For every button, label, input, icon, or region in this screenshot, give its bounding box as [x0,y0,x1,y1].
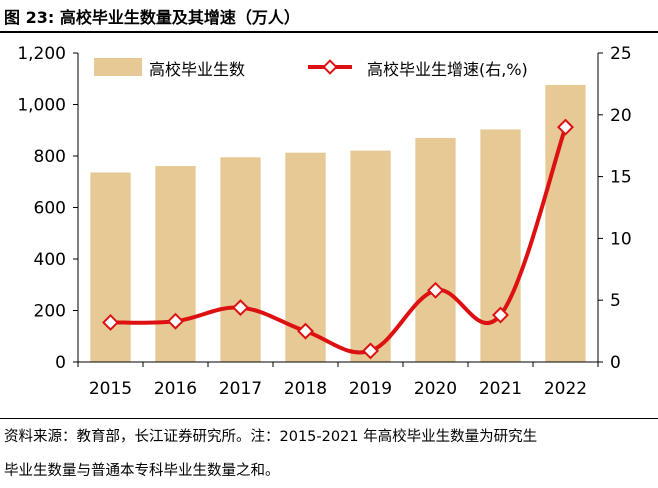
y-left-tick-label: 600 [34,199,66,219]
x-tick-label: 2015 [89,379,132,399]
bar-2015 [90,172,131,362]
growth-marker-2018 [297,322,314,340]
y-right-tick-label: 5 [610,291,621,311]
growth-marker-2022 [557,118,574,136]
bar-2019 [350,150,391,362]
line-series [102,118,574,360]
chart: 0 200 400 600 800 1,000 1,200 0 5 10 15 20 25 2015 201… [17,44,631,399]
growth-marker-2020 [427,281,444,299]
legend: 高校毕业生数 高校毕业生增速(右,%) [94,58,528,79]
bar-2016 [155,166,196,362]
legend-line-label: 高校毕业生增速(右,%) [367,60,528,79]
y-left-tick-label: 200 [34,302,66,322]
y-right-tick-label: 0 [610,353,621,373]
x-tick-label: 2020 [414,379,457,399]
y-right-tick-label: 20 [610,106,632,126]
x-tick-label: 2019 [349,379,392,399]
x-tick-label: 2016 [154,379,197,399]
y-left-tick-label: 400 [34,250,66,270]
legend-bar-swatch [94,58,142,76]
y-left-tick-label: 1,000 [17,96,66,116]
x-tick-label: 2021 [479,379,522,399]
bar-2021 [480,129,521,362]
y-left-tick-label: 1,200 [17,44,66,64]
axes: 0 200 400 600 800 1,000 1,200 0 5 10 15 20 25 2015 201… [17,44,631,399]
legend-bar-label: 高校毕业生数 [149,60,245,79]
figure-label: 图 23: [4,8,55,27]
growth-marker-2019 [362,342,379,360]
growth-marker-2016 [167,312,184,330]
y-left-tick-label: 0 [55,353,66,373]
legend-line-marker [322,59,338,75]
footer-divider [0,418,658,419]
x-tick-label: 2022 [544,379,587,399]
title-divider [0,31,658,33]
growth-marker-2017 [232,299,249,317]
figure-title: 图 23: 高校毕业生数量及其增速（万人） [4,4,300,28]
bar-2020 [415,137,456,362]
figure-title-text: 高校毕业生数量及其增速（万人） [59,8,300,27]
y-right-tick-label: 25 [610,44,632,64]
x-tick-label: 2018 [284,379,327,399]
y-right-tick-label: 15 [610,168,632,188]
source-note-line-2: 毕业生数量与普通本专科毕业生数量之和。 [4,463,280,479]
growth-marker-2015 [102,313,119,331]
x-tick-label: 2017 [219,379,262,399]
source-note-line-1: 资料来源：教育部，长江证券研究所。注：2015-2021 年高校毕业生数量为研究… [4,429,538,445]
growth-marker-2021 [492,306,509,324]
y-right-tick-label: 10 [610,229,632,249]
bar-2017 [220,157,261,362]
y-left-tick-label: 800 [34,147,66,167]
